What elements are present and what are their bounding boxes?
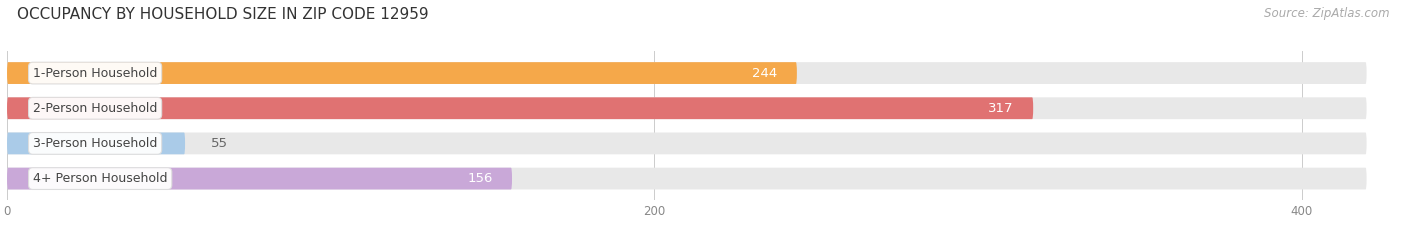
Text: 2-Person Household: 2-Person Household xyxy=(32,102,157,115)
FancyBboxPatch shape xyxy=(7,168,1367,189)
FancyBboxPatch shape xyxy=(7,97,1367,119)
Text: 3-Person Household: 3-Person Household xyxy=(32,137,157,150)
Text: 244: 244 xyxy=(752,67,778,79)
Text: Source: ZipAtlas.com: Source: ZipAtlas.com xyxy=(1264,7,1389,20)
FancyBboxPatch shape xyxy=(7,62,797,84)
FancyBboxPatch shape xyxy=(7,133,186,154)
FancyBboxPatch shape xyxy=(7,168,512,189)
Text: 55: 55 xyxy=(211,137,228,150)
FancyBboxPatch shape xyxy=(7,133,1367,154)
FancyBboxPatch shape xyxy=(7,97,1033,119)
Text: 4+ Person Household: 4+ Person Household xyxy=(32,172,167,185)
Text: 156: 156 xyxy=(467,172,492,185)
Text: 317: 317 xyxy=(988,102,1014,115)
Text: 1-Person Household: 1-Person Household xyxy=(32,67,157,79)
FancyBboxPatch shape xyxy=(7,62,1367,84)
Text: OCCUPANCY BY HOUSEHOLD SIZE IN ZIP CODE 12959: OCCUPANCY BY HOUSEHOLD SIZE IN ZIP CODE … xyxy=(17,7,429,22)
